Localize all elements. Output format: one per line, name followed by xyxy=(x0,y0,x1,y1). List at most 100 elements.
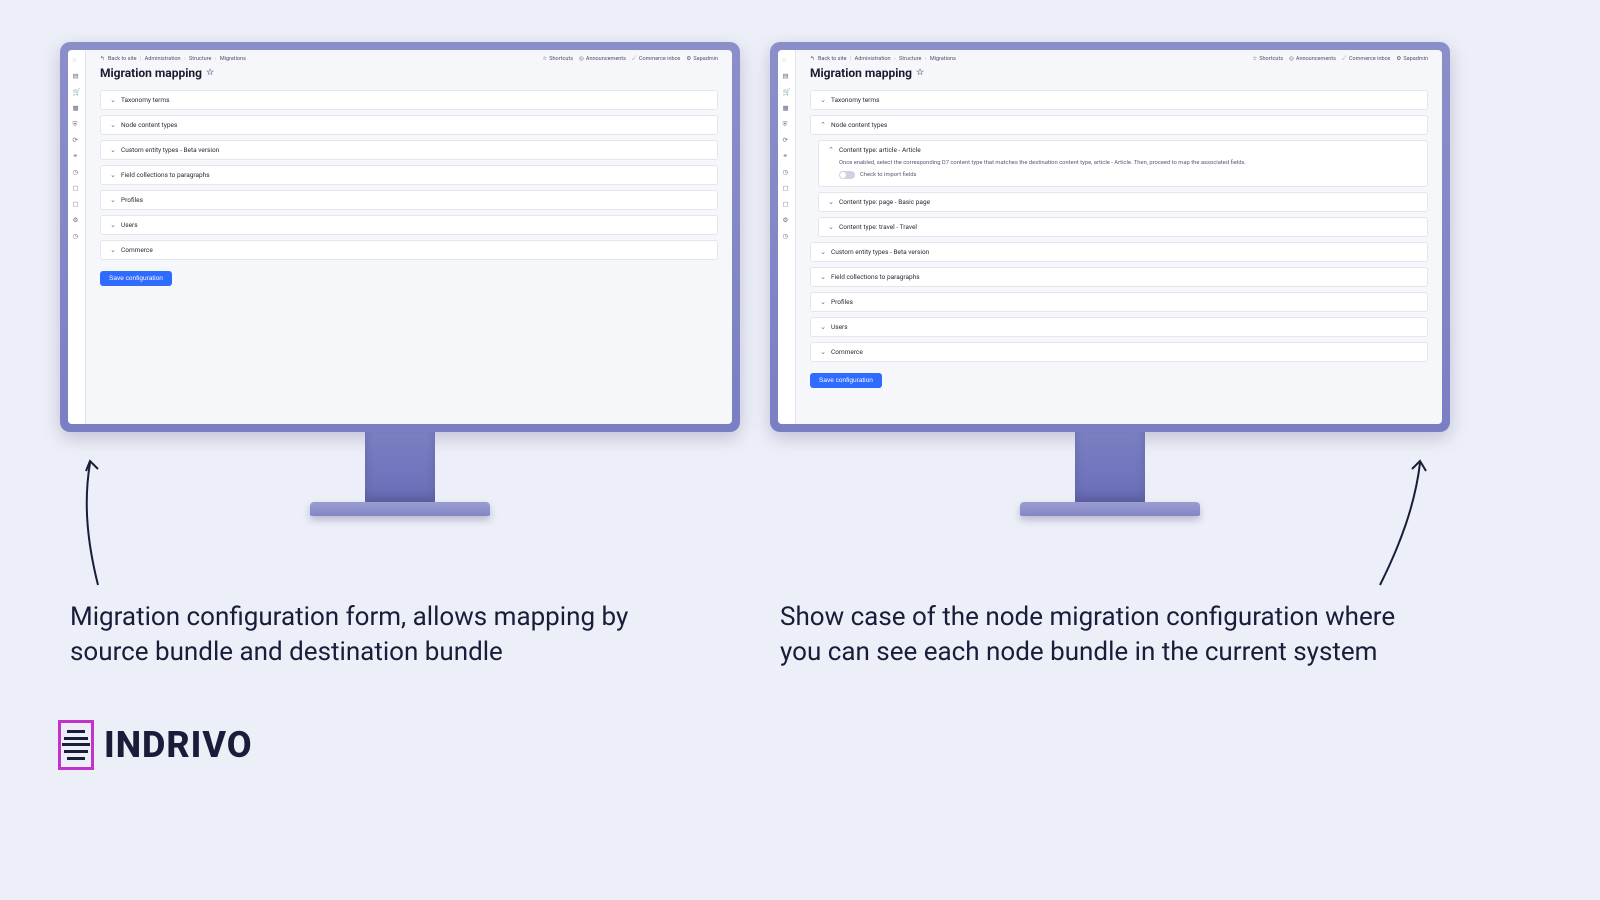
chevron-down-icon: ⌄ xyxy=(827,198,835,206)
breadcrumb: ↰ Back to site | Administration › Struct… xyxy=(100,56,248,62)
section-label: Custom entity types - Beta version xyxy=(121,146,219,154)
section-field-collections-to-paragraphs[interactable]: ⌄ Field collections to paragraphs xyxy=(810,267,1428,287)
screen-right: ◌ ▤ 🛒 ▦ ⛨ ⟳ ⚭ ◷ ▢ ▢ ⚙ ◷ ↰ Back to site | xyxy=(778,50,1442,424)
chevron-down-icon: ⌄ xyxy=(109,146,117,154)
caption-right: Show case of the node migration configur… xyxy=(780,600,1400,670)
favorite-icon[interactable]: ☆ xyxy=(206,68,214,78)
section-content-type-travel-travel[interactable]: ⌄ Content type: travel - Travel xyxy=(818,217,1428,237)
chevron-down-icon: ⌄ xyxy=(109,96,117,104)
monitor-stand-neck xyxy=(1075,432,1145,502)
shield-icon[interactable]: ⛨ xyxy=(783,120,791,128)
box2-icon[interactable]: ▢ xyxy=(73,200,81,208)
section-commerce[interactable]: ⌄ Commerce xyxy=(100,240,718,260)
section-users[interactable]: ⌄Users xyxy=(100,215,718,235)
drupal-icon: ◌ xyxy=(73,56,81,64)
subsection-article[interactable]: ⌃ Content type: article - Article Once en… xyxy=(818,140,1428,187)
user-menu[interactable]: ⚙ Sapadmin xyxy=(1396,56,1428,62)
clock-icon[interactable]: ◷ xyxy=(73,168,81,176)
content-icon[interactable]: ▤ xyxy=(783,72,791,80)
section-label: Commerce xyxy=(831,348,863,356)
page-title: Migration mapping☆ xyxy=(100,66,718,80)
shortcuts-link[interactable]: ☆ Shortcuts xyxy=(542,56,573,62)
section-label: Content type: article - Article xyxy=(839,146,921,154)
import-fields-toggle[interactable] xyxy=(839,171,855,179)
section-taxonomy-terms[interactable]: ⌄ Taxonomy terms xyxy=(100,90,718,110)
back-link[interactable]: Back to site xyxy=(108,56,137,62)
crumb-migrations[interactable]: Migrations xyxy=(220,56,246,62)
crumb-structure[interactable]: Structure xyxy=(899,56,921,62)
update-icon[interactable]: ⟳ xyxy=(783,136,791,144)
box-icon[interactable]: ▢ xyxy=(783,184,791,192)
clock2-icon[interactable]: ◷ xyxy=(783,232,791,240)
toggle-label: Check to import fields xyxy=(860,171,917,179)
box2-icon[interactable]: ▢ xyxy=(783,200,791,208)
breadcrumb: ↰ Back to site | Administration › Struct… xyxy=(810,56,958,62)
logo-mark xyxy=(58,720,94,770)
section-commerce[interactable]: ⌄ Commerce xyxy=(810,342,1428,362)
article-help-text: Once enabled, select the corresponding D… xyxy=(827,154,1419,181)
commerce-link[interactable]: ☄ Commerce inbox xyxy=(632,56,680,62)
chevron-down-icon: ⌄ xyxy=(819,96,827,104)
chevron-down-icon: ⌄ xyxy=(819,298,827,306)
gear-icon[interactable]: ⚙ xyxy=(73,216,81,224)
back-link[interactable]: Back to site xyxy=(818,56,847,62)
cart-icon[interactable]: 🛒 xyxy=(73,88,81,96)
shortcuts-link[interactable]: ☆ Shortcuts xyxy=(1252,56,1283,62)
chevron-down-icon: ⌄ xyxy=(109,221,117,229)
admin-sidebar: ◌ ▤ 🛒 ▦ ⛨ ⟳ ⚭ ◷ ▢ ▢ ⚙ ◷ xyxy=(68,50,86,424)
shield-icon[interactable]: ⛨ xyxy=(73,120,81,128)
clock-icon[interactable]: ◷ xyxy=(783,168,791,176)
clock2-icon[interactable]: ◷ xyxy=(73,232,81,240)
section-profiles[interactable]: ⌄ Profiles xyxy=(810,292,1428,312)
content-icon[interactable]: ▤ xyxy=(73,72,81,80)
section-label: Profiles xyxy=(831,298,853,306)
commerce-link[interactable]: ☄ Commerce inbox xyxy=(1342,56,1390,62)
logo-text: INDRIVO xyxy=(104,724,253,766)
cart-icon[interactable]: 🛒 xyxy=(783,88,791,96)
chevron-down-icon: ⌄ xyxy=(819,348,827,356)
section-label: Node content types xyxy=(121,121,177,129)
user-menu[interactable]: ⚙ Sapadmin xyxy=(686,56,718,62)
announcements-link[interactable]: ◎ Announcements xyxy=(579,56,626,62)
section-label: Commerce xyxy=(121,246,153,254)
structure-icon[interactable]: ▦ xyxy=(73,104,81,112)
section-label: Taxonomy terms xyxy=(831,96,879,104)
chevron-up-icon: ⌃ xyxy=(827,146,835,154)
chevron-down-icon: ⌄ xyxy=(819,273,827,281)
chevron-down-icon: ⌄ xyxy=(109,246,117,254)
caption-left: Migration configuration form, allows map… xyxy=(70,600,690,670)
arrow-right xyxy=(1370,455,1440,595)
update-icon[interactable]: ⟳ xyxy=(73,136,81,144)
chevron-down-icon: ⌄ xyxy=(827,223,835,231)
people-icon[interactable]: ⚭ xyxy=(73,152,81,160)
section-field-collections-to-paragraphs[interactable]: ⌄Field collections to paragraphs xyxy=(100,165,718,185)
crumb-admin[interactable]: Administration xyxy=(145,56,181,62)
section-custom-entity-types-beta-version[interactable]: ⌄Custom entity types - Beta version xyxy=(810,242,1428,262)
section-label: Content type: travel - Travel xyxy=(839,223,917,231)
favorite-icon[interactable]: ☆ xyxy=(916,68,924,78)
crumb-structure[interactable]: Structure xyxy=(189,56,211,62)
gear-icon[interactable]: ⚙ xyxy=(783,216,791,224)
chevron-down-icon: ⌄ xyxy=(109,171,117,179)
save-button[interactable]: Save configuration xyxy=(810,373,882,388)
crumb-admin[interactable]: Administration xyxy=(855,56,891,62)
section-taxonomy-terms[interactable]: ⌄ Taxonomy terms xyxy=(810,90,1428,110)
section-custom-entity-types-beta-version[interactable]: ⌄ Custom entity types - Beta version xyxy=(100,140,718,160)
structure-icon[interactable]: ▦ xyxy=(783,104,791,112)
save-button[interactable]: Save configuration xyxy=(100,271,172,286)
people-icon[interactable]: ⚭ xyxy=(783,152,791,160)
page-title: Migration mapping☆ xyxy=(810,66,1428,80)
section-content-type-page-basic-page[interactable]: ⌄Content type: page - Basic page xyxy=(818,192,1428,212)
announcements-link[interactable]: ◎ Announcements xyxy=(1289,56,1336,62)
main-content-right: ↰ Back to site | Administration › Struct… xyxy=(796,50,1442,424)
box-icon[interactable]: ▢ xyxy=(73,184,81,192)
crumb-migrations[interactable]: Migrations xyxy=(930,56,956,62)
section-node-content-types[interactable]: ⌃ Node content types xyxy=(810,115,1428,135)
section-node-content-types[interactable]: ⌄Node content types xyxy=(100,115,718,135)
chevron-up-icon: ⌃ xyxy=(819,121,827,129)
section-label: Field collections to paragraphs xyxy=(831,273,920,281)
section-profiles[interactable]: ⌄Profiles xyxy=(100,190,718,210)
section-label: Taxonomy terms xyxy=(121,96,169,104)
section-users[interactable]: ⌄Users xyxy=(810,317,1428,337)
section-label: Node content types xyxy=(831,121,887,129)
